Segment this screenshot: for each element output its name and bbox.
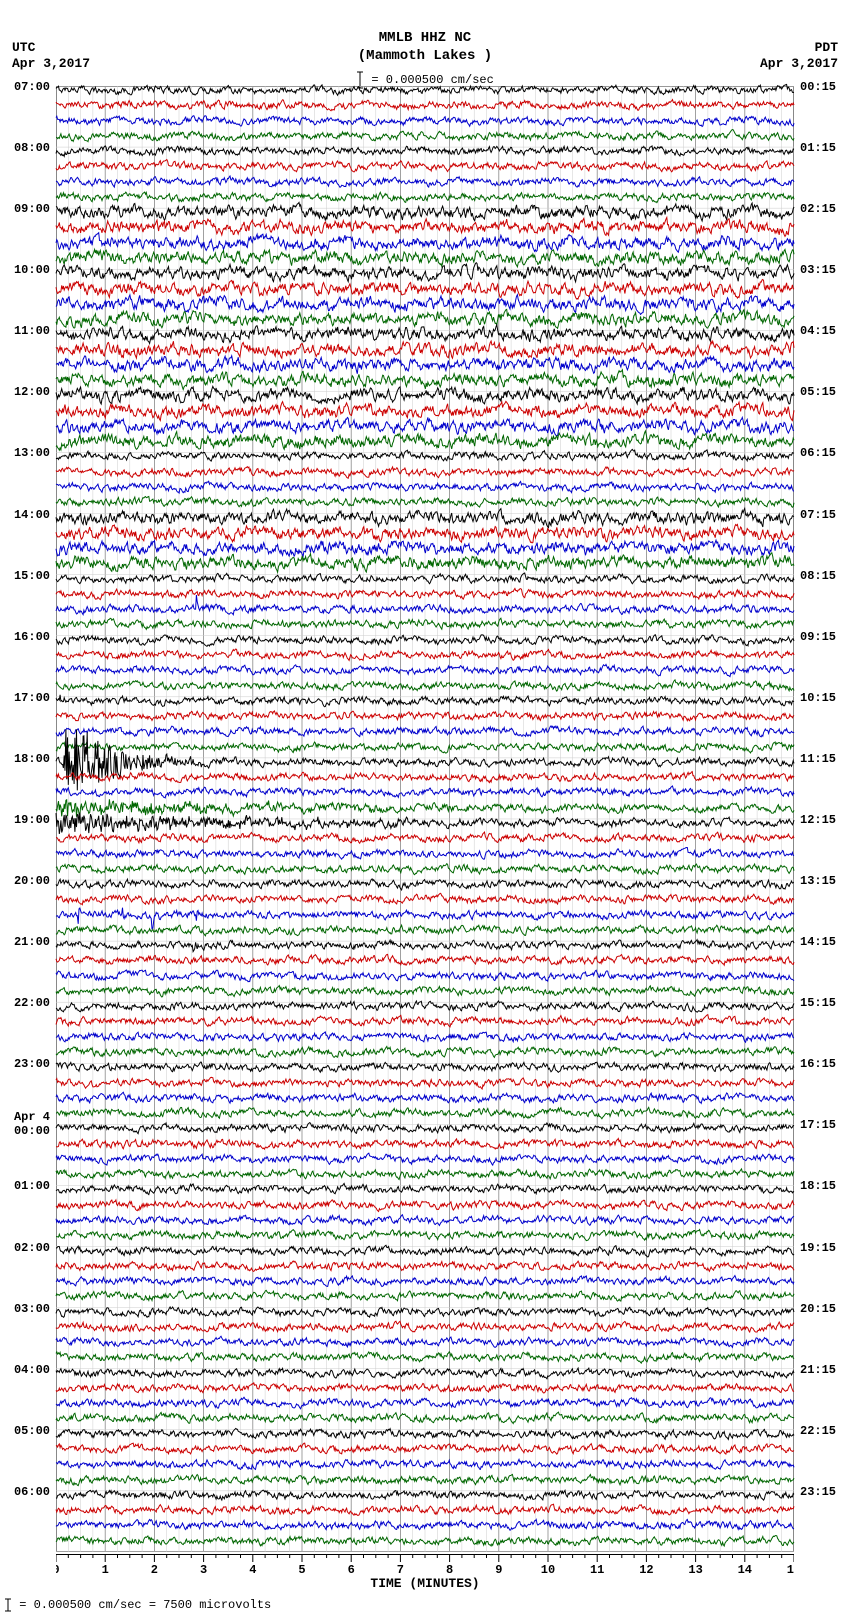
svg-text:0: 0 — [56, 1563, 60, 1574]
pdt-hour-label: 08:15 — [800, 569, 836, 583]
x-axis-ticks: 0123456789101112131415 — [56, 1554, 794, 1574]
utc-hour-label: 18:00 — [14, 752, 50, 766]
pdt-hour-label: 10:15 — [800, 691, 836, 705]
pdt-hour-label: 02:15 — [800, 202, 836, 216]
pdt-hour-label: 15:15 — [800, 996, 836, 1010]
svg-text:11: 11 — [590, 1563, 604, 1574]
chart-header: UTC Apr 3,2017 PDT Apr 3,2017 MMLB HHZ N… — [0, 0, 850, 80]
svg-text:14: 14 — [738, 1563, 752, 1574]
pdt-hour-label: 04:15 — [800, 324, 836, 338]
svg-text:7: 7 — [397, 1563, 404, 1574]
pdt-hour-label: 01:15 — [800, 141, 836, 155]
date-right-label: Apr 3,2017 — [760, 56, 838, 71]
utc-hour-label: 07:00 — [14, 80, 50, 94]
utc-hour-label: 16:00 — [14, 630, 50, 644]
tz-right-label: PDT — [815, 40, 838, 55]
utc-hour-label: 01:00 — [14, 1179, 50, 1193]
utc-time-labels: 07:0008:0009:0010:0011:0012:0013:0014:00… — [0, 86, 54, 1552]
utc-hour-label: 23:00 — [14, 1057, 50, 1071]
seismogram-plot — [56, 86, 794, 1552]
utc-hour-label: 12:00 — [14, 385, 50, 399]
pdt-hour-label: 05:15 — [800, 385, 836, 399]
pdt-hour-label: 19:15 — [800, 1241, 836, 1255]
svg-text:9: 9 — [495, 1563, 502, 1574]
pdt-hour-label: 16:15 — [800, 1057, 836, 1071]
utc-hour-label: 04:00 — [14, 1363, 50, 1377]
svg-text:3: 3 — [200, 1563, 207, 1574]
utc-hour-label: 22:00 — [14, 996, 50, 1010]
svg-text:4: 4 — [249, 1563, 256, 1574]
svg-text:13: 13 — [688, 1563, 702, 1574]
svg-text:10: 10 — [541, 1563, 555, 1574]
utc-hour-label: 15:00 — [14, 569, 50, 583]
utc-hour-label: 19:00 — [14, 813, 50, 827]
utc-hour-label: 10:00 — [14, 263, 50, 277]
utc-hour-label: 21:00 — [14, 935, 50, 949]
pdt-hour-label: 11:15 — [800, 752, 836, 766]
utc-hour-label: 09:00 — [14, 202, 50, 216]
pdt-hour-label: 14:15 — [800, 935, 836, 949]
pdt-hour-label: 06:15 — [800, 446, 836, 460]
utc-hour-label: 08:00 — [14, 141, 50, 155]
plot-grid — [56, 86, 794, 1552]
svg-text:1: 1 — [102, 1563, 109, 1574]
utc-hour-label: 11:00 — [14, 324, 50, 338]
pdt-hour-label: 09:15 — [800, 630, 836, 644]
utc-hour-label: 13:00 — [14, 446, 50, 460]
svg-text:12: 12 — [639, 1563, 653, 1574]
pdt-hour-label: 00:15 — [800, 80, 836, 94]
svg-text:15: 15 — [787, 1563, 794, 1574]
utc-hour-label: 14:00 — [14, 508, 50, 522]
pdt-hour-label: 07:15 — [800, 508, 836, 522]
pdt-hour-label: 22:15 — [800, 1424, 836, 1438]
pdt-time-labels: 00:1501:1502:1503:1504:1505:1506:1507:15… — [796, 86, 850, 1552]
x-axis-label: TIME (MINUTES) — [56, 1576, 794, 1591]
pdt-hour-label: 12:15 — [800, 813, 836, 827]
tz-left-label: UTC — [12, 40, 35, 55]
svg-text:8: 8 — [446, 1563, 453, 1574]
pdt-hour-label: 20:15 — [800, 1302, 836, 1316]
pdt-hour-label: 18:15 — [800, 1179, 836, 1193]
pdt-hour-label: 17:15 — [800, 1118, 836, 1132]
pdt-hour-label: 13:15 — [800, 874, 836, 888]
utc-hour-label: 17:00 — [14, 691, 50, 705]
utc-hour-label: 03:00 — [14, 1302, 50, 1316]
station-location: (Mammoth Lakes ) — [0, 48, 850, 66]
utc-hour-label: 05:00 — [14, 1424, 50, 1438]
svg-text:2: 2 — [151, 1563, 158, 1574]
date-left-label: Apr 3,2017 — [12, 56, 90, 71]
footer-scale-text: = 0.000500 cm/sec = 7500 microvolts — [4, 1598, 271, 1612]
pdt-hour-label: 03:15 — [800, 263, 836, 277]
utc-hour-label: 20:00 — [14, 874, 50, 888]
utc-hour-label: Apr 400:00 — [14, 1110, 50, 1138]
pdt-hour-label: 21:15 — [800, 1363, 836, 1377]
utc-hour-label: 02:00 — [14, 1241, 50, 1255]
svg-text:6: 6 — [348, 1563, 355, 1574]
x-axis: 0123456789101112131415 TIME (MINUTES) — [56, 1554, 794, 1594]
svg-text:5: 5 — [298, 1563, 305, 1574]
utc-hour-label: 06:00 — [14, 1485, 50, 1499]
station-title: MMLB HHZ NC — [0, 30, 850, 48]
pdt-hour-label: 23:15 — [800, 1485, 836, 1499]
